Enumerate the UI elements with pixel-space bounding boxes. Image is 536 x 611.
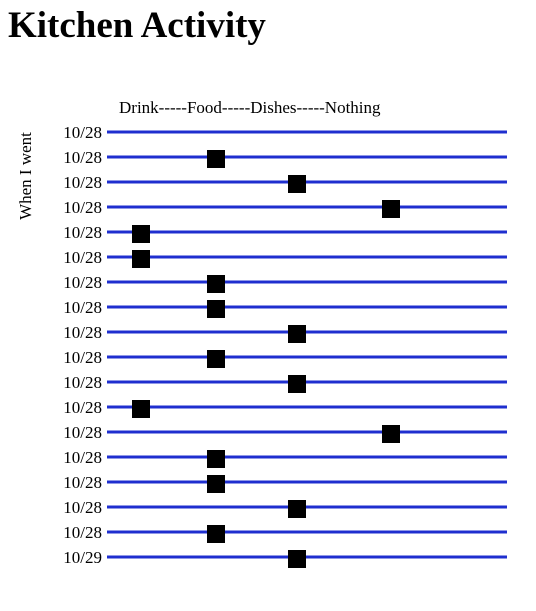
data-point-dishes <box>288 550 306 568</box>
row-label: 10/28 <box>63 148 102 167</box>
row-label: 10/29 <box>63 548 102 567</box>
row-label: 10/28 <box>63 123 102 142</box>
data-point-food <box>207 450 225 468</box>
data-point-food <box>207 150 225 168</box>
data-point-food <box>207 350 225 368</box>
data-point-food <box>207 525 225 543</box>
row-label: 10/28 <box>63 223 102 242</box>
data-point-drink <box>132 225 150 243</box>
row-label: 10/28 <box>63 298 102 317</box>
data-point-food <box>207 300 225 318</box>
data-point-dishes <box>288 375 306 393</box>
data-point-drink <box>132 400 150 418</box>
data-point-nothing <box>382 200 400 218</box>
row-label: 10/28 <box>63 348 102 367</box>
row-label: 10/28 <box>63 473 102 492</box>
page-title: Kitchen Activity <box>8 5 266 46</box>
grid-lines <box>107 130 507 559</box>
data-point-drink <box>132 250 150 268</box>
row-label: 10/28 <box>63 273 102 292</box>
row-label: 10/28 <box>63 323 102 342</box>
x-axis-label: Drink-----Food-----Dishes-----Nothing <box>119 98 381 117</box>
row-label: 10/28 <box>63 423 102 442</box>
row-label: 10/28 <box>63 498 102 517</box>
row-label: 10/28 <box>63 173 102 192</box>
y-axis-label: When I went <box>16 132 35 220</box>
data-point-food <box>207 275 225 293</box>
row-label: 10/28 <box>63 448 102 467</box>
data-markers <box>132 150 400 568</box>
row-label: 10/28 <box>63 373 102 392</box>
data-point-dishes <box>288 325 306 343</box>
row-label: 10/28 <box>63 523 102 542</box>
data-point-food <box>207 475 225 493</box>
data-point-dishes <box>288 175 306 193</box>
y-tick-labels: 10/28 10/28 10/28 10/28 10/28 10/28 10/28 10/28… <box>63 123 102 567</box>
row-label: 10/28 <box>63 198 102 217</box>
row-label: 10/28 <box>63 398 102 417</box>
row-label: 10/28 <box>63 248 102 267</box>
data-point-nothing <box>382 425 400 443</box>
data-point-dishes <box>288 500 306 518</box>
